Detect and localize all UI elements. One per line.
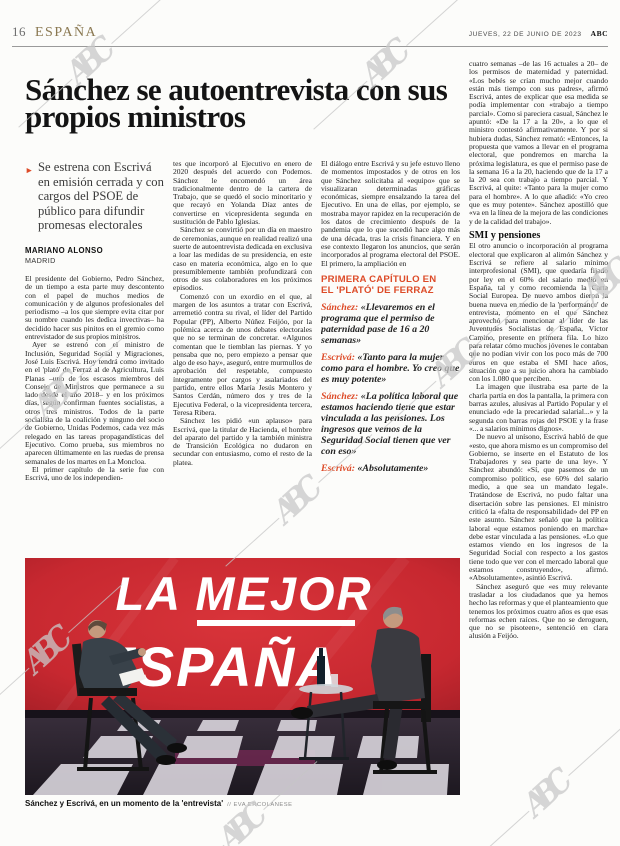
quotes-box: PRIMERA CAPÍTULO EN EL 'PLATÓ' DE FERRAZ… xyxy=(321,273,460,475)
page-number: 16 xyxy=(12,24,26,39)
quote-speaker: Escrivá: xyxy=(321,463,356,475)
quote-speaker: Sánchez: xyxy=(321,301,359,313)
bullet-arrow-icon: ► xyxy=(25,164,34,175)
photo-caption-row: Sánchez y Escrivá, en un momento de la '… xyxy=(25,795,460,808)
body-paragraph: Sánchez se convirtió por un día en maest… xyxy=(173,225,312,293)
body-paragraph: Comenzó con un exordio en el que, al mar… xyxy=(173,291,312,417)
masthead-abc: ABC xyxy=(590,29,608,38)
section-title: ESPAÑA xyxy=(35,25,98,40)
byline-location: MADRID xyxy=(25,255,56,265)
body-paragraph: El presidente del Gobierno, Pedro Sánche… xyxy=(25,273,164,342)
standfirst-text: Se estrena con Escrivá en emisión cerrad… xyxy=(38,160,164,233)
quote-speaker: Escrivá: xyxy=(321,352,356,364)
column-4: cuatro semanas –de las 16 actuales a 20–… xyxy=(469,60,608,808)
pull-quote: Escrivá: «Tanto para la mujer como para … xyxy=(321,352,460,386)
body-paragraph: De nuevo al unísono, Escrivá habló de qu… xyxy=(469,432,608,583)
stage-photo-graphic: LA MEJOR ESPAÑA xyxy=(25,558,460,795)
standfirst: ► Se estrena con Escrivá en emisión cerr… xyxy=(25,160,164,233)
pull-quote: Escrivá: «Absolutamente» xyxy=(321,463,460,475)
photo-caption: Sánchez y Escrivá, en un momento de la '… xyxy=(25,799,224,808)
body-paragraph: Sánchez aseguró que «es muy relevante tr… xyxy=(469,581,608,641)
body-paragraph: Sánchez les pidió «un aplauso» para Escr… xyxy=(173,416,312,467)
quote-text: «La política laboral que estamos haciend… xyxy=(321,391,459,457)
article-headline: Sánchez se autoentrevista con sus propio… xyxy=(25,72,448,134)
pull-quote: Sánchez: «Llevaremos en el programa que … xyxy=(321,301,460,347)
body-paragraph: La imagen que ilustraba esa parte de la … xyxy=(469,382,608,433)
byline: MARIANO ALONSO MADRID xyxy=(25,246,164,265)
body-paragraph: Ayer se estrenó con el ministro de Inclu… xyxy=(25,340,164,466)
quote-speaker: Sánchez: xyxy=(321,391,359,403)
photo-credit: // EVA ERCOLANESE xyxy=(227,802,293,808)
column-1: ► Se estrena con Escrivá en emisión cerr… xyxy=(25,160,164,558)
quotes-kicker: PRIMERA CAPÍTULO EN EL 'PLATÓ' DE FERRAZ xyxy=(321,273,437,296)
stage-photo: LA MEJOR ESPAÑA xyxy=(25,558,460,795)
body-paragraph: El otro anuncio o incorporación al progr… xyxy=(469,241,608,384)
edition-date: JUEVES, 22 DE JUNIO DE 2023 xyxy=(468,31,582,38)
page-header: 16 ESPAÑA JUEVES, 22 DE JUNIO DE 2023 AB… xyxy=(12,24,608,47)
article-content: Sánchez se autoentrevista con sus propio… xyxy=(25,60,608,808)
body-paragraph: tes que incorporó al Ejecutivo en enero … xyxy=(173,160,312,227)
slogan-line1: LA MEJOR xyxy=(115,567,372,620)
body-paragraph: El primer capítulo de la serie fue con E… xyxy=(25,464,164,483)
person-escriva-silhouette xyxy=(291,606,437,774)
column-2: tes que incorporó al Ejecutivo en enero … xyxy=(173,160,312,558)
body-paragraph: El diálogo entre Escrivá y su jefe estuv… xyxy=(321,160,460,268)
slogan-line2: ESPAÑA xyxy=(97,635,338,698)
pull-quote: Sánchez: «La política laboral que estamo… xyxy=(321,391,460,457)
stage-edge xyxy=(25,710,460,720)
subsection-title: SMI y pensiones xyxy=(469,229,541,241)
quote-text: «Absolutamente» xyxy=(357,463,429,475)
byline-author: MARIANO ALONSO xyxy=(25,245,104,255)
person-sanchez-silhouette xyxy=(72,620,187,771)
body-paragraph: cuatro semanas –de las 16 actuales a 20–… xyxy=(469,60,608,226)
quote-text: «Tanto para la mujer como para el hombre… xyxy=(321,352,460,385)
quote-text: «Llevaremos en el programa que el permis… xyxy=(321,301,435,346)
slogan-underline xyxy=(197,620,355,626)
column-3: El diálogo entre Escrivá y su jefe estuv… xyxy=(321,160,460,558)
